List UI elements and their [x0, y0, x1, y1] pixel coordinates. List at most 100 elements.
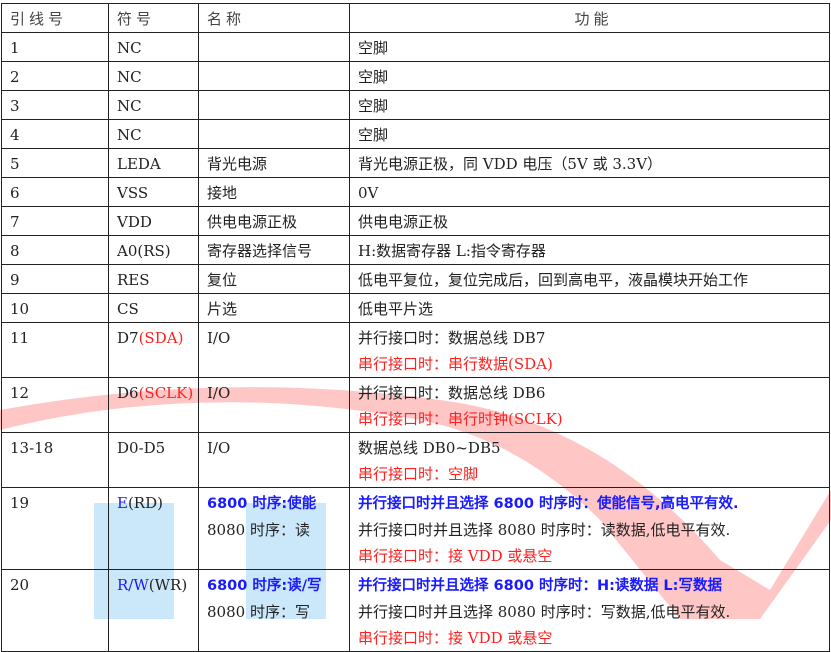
text-segment: (SDA) — [138, 329, 184, 347]
cell-line: 低电平片选 — [358, 296, 829, 322]
cell-line: 背光电源正极，同 VDD 电压（5V 或 3.3V） — [358, 151, 829, 177]
symbol-cell: R/W(WR) — [108, 569, 199, 652]
pin-cell: 2 — [1, 61, 109, 91]
table-row: 7 VDD 供电电源正极 供电电源正极 — [1, 206, 830, 236]
pin-cell: 12 — [1, 377, 109, 433]
text-segment: 并行接口时：数据总线 DB7 — [358, 329, 546, 347]
text-segment: 串行接口时：接 VDD 或悬空 — [358, 629, 553, 647]
text-segment: 并行接口时并且选择 6800 时序时：使能信号,高电平有效. — [358, 496, 739, 512]
cell-line: 并行接口时并且选择 6800 时序时：使能信号,高电平有效. — [358, 490, 829, 517]
function-cell: 空脚 — [349, 90, 830, 120]
text-segment: RES — [117, 271, 150, 289]
function-cell: 背光电源正极，同 VDD 电压（5V 或 3.3V） — [349, 148, 830, 178]
cell-line: 并行接口时并且选择 8080 时序时：读数据,低电平有效. — [358, 517, 829, 543]
symbol-cell: VSS — [108, 177, 199, 207]
function-cell: 低电平复位，复位完成后，回到高电平，液晶模块开始工作 — [349, 264, 830, 294]
name-cell — [198, 90, 350, 120]
pin-cell: 4 — [1, 119, 109, 149]
pin-cell: 9 — [1, 264, 109, 294]
header-row: 引线号 符号 名称 功能 — [1, 3, 830, 33]
symbol-cell: D0-D5 — [108, 432, 199, 488]
pin-cell: 13-18 — [1, 432, 109, 488]
cell-line: 0V — [358, 180, 829, 206]
text-segment: (SCLK) — [138, 384, 194, 402]
table-row: 6 VSS 接地 0V — [1, 177, 830, 207]
symbol-cell: NC — [108, 119, 199, 149]
text-segment: 空脚 — [358, 39, 389, 57]
pin-cell: 7 — [1, 206, 109, 236]
header-pin: 引线号 — [1, 3, 109, 33]
cell-line: 并行接口时并且选择 6800 时序时：H:读数据 L:写数据 — [358, 572, 829, 599]
pin-cell: 6 — [1, 177, 109, 207]
table-row: 19 E(RD) 6800 时序:使能 8080 时序：读 并行接口时并且选择 6800… — [1, 487, 830, 570]
function-cell: 并行接口时：数据总线 DB6 串行接口时：串行时钟(SCLK) — [349, 377, 830, 433]
symbol-cell: RES — [108, 264, 199, 294]
text-segment: 数据总线 DB0~DB5 — [358, 439, 501, 457]
table-row: 12 D6(SCLK) I/O 并行接口时：数据总线 DB6 串行接口时：串行时钟(SC… — [1, 377, 830, 433]
cell-line: I/O — [207, 435, 349, 461]
text-segment: 并行接口时：数据总线 DB6 — [358, 384, 546, 402]
text-segment: (WR) — [148, 576, 188, 594]
name-cell: I/O — [198, 377, 350, 433]
text-segment: R/W — [117, 576, 149, 594]
text-segment: 串行接口时：接 VDD 或悬空 — [358, 547, 553, 565]
cell-line: 6800 时序:使能 — [207, 490, 349, 517]
cell-line: 供电电源正极 — [207, 209, 349, 235]
text-segment: A0(RS) — [117, 242, 171, 260]
text-segment: 复位 — [207, 271, 238, 289]
cell-line: I/O — [207, 380, 349, 406]
name-cell — [198, 61, 350, 91]
text-segment: 并行接口时并且选择 6800 时序时：H:读数据 L:写数据 — [358, 578, 722, 594]
table-row: 20 R/W(WR) 6800 时序:读/写 8080 时序：写 并行接口时并且选择 6… — [1, 569, 830, 652]
cell-line: 复位 — [207, 267, 349, 293]
cell-line: 空脚 — [358, 35, 829, 61]
name-cell: I/O — [198, 322, 350, 378]
pin-cell: 11 — [1, 322, 109, 378]
header-name: 名称 — [198, 3, 350, 33]
name-cell: I/O — [198, 432, 350, 488]
text-segment: LEDA — [117, 155, 161, 173]
text-segment: D7 — [117, 329, 139, 347]
function-cell: 空脚 — [349, 61, 830, 91]
text-segment: I/O — [207, 439, 231, 457]
text-segment: 空脚 — [358, 126, 389, 144]
cell-line: 并行接口时并且选择 8080 时序时：写数据,低电平有效. — [358, 599, 829, 625]
name-cell: 6800 时序:读/写 8080 时序：写 — [198, 569, 350, 652]
function-cell: H:数据寄存器 L:指令寄存器 — [349, 235, 830, 265]
text-segment: 接地 — [207, 184, 238, 202]
text-segment: 背光电源正极，同 VDD 电压（5V 或 3.3V） — [358, 155, 663, 173]
cell-line: H:数据寄存器 L:指令寄存器 — [358, 238, 829, 264]
table-row: 1 NC 空脚 — [1, 32, 830, 62]
cell-line: 空脚 — [358, 93, 829, 119]
cell-line: 并行接口时：数据总线 DB7 — [358, 325, 829, 351]
text-segment: 片选 — [207, 300, 238, 318]
cell-line: 串行接口时：串行时钟(SCLK) — [358, 406, 829, 432]
text-segment: 0V — [358, 184, 379, 202]
text-segment: D0-D5 — [117, 439, 166, 457]
name-cell: 6800 时序:使能 8080 时序：读 — [198, 487, 350, 570]
name-cell — [198, 32, 350, 62]
cell-line: 空脚 — [358, 64, 829, 90]
cell-line: 并行接口时：数据总线 DB6 — [358, 380, 829, 406]
text-segment: 8080 时序：读 — [207, 521, 310, 539]
cell-line: 低电平复位，复位完成后，回到高电平，液晶模块开始工作 — [358, 267, 829, 293]
text-segment: 6800 时序:使能 — [207, 496, 317, 512]
text-segment: NC — [117, 97, 142, 115]
function-cell: 数据总线 DB0~DB5 串行接口时：空脚 — [349, 432, 830, 488]
text-segment: (RD) — [127, 494, 163, 512]
text-segment: 并行接口时并且选择 8080 时序时：写数据,低电平有效. — [358, 603, 731, 621]
header-function: 功能 — [349, 3, 830, 33]
cell-line: 串行接口时：接 VDD 或悬空 — [358, 543, 829, 569]
text-segment: H:数据寄存器 L:指令寄存器 — [358, 242, 546, 260]
table-row: 10 CS 片选 低电平片选 — [1, 293, 830, 323]
pin-cell: 3 — [1, 90, 109, 120]
text-segment: 串行接口时：串行时钟(SCLK) — [358, 410, 563, 428]
symbol-cell: CS — [108, 293, 199, 323]
table-row: 11 D7(SDA) I/O 并行接口时：数据总线 DB7 串行接口时：串行数据(SDA… — [1, 322, 830, 378]
text-segment: 背光电源 — [207, 155, 268, 173]
cell-line: 8080 时序：写 — [207, 599, 349, 625]
name-cell: 寄存器选择信号 — [198, 235, 350, 265]
cell-line: 数据总线 DB0~DB5 — [358, 435, 829, 461]
table-row: 2 NC 空脚 — [1, 61, 830, 91]
text-segment: 并行接口时并且选择 8080 时序时：读数据,低电平有效. — [358, 521, 731, 539]
